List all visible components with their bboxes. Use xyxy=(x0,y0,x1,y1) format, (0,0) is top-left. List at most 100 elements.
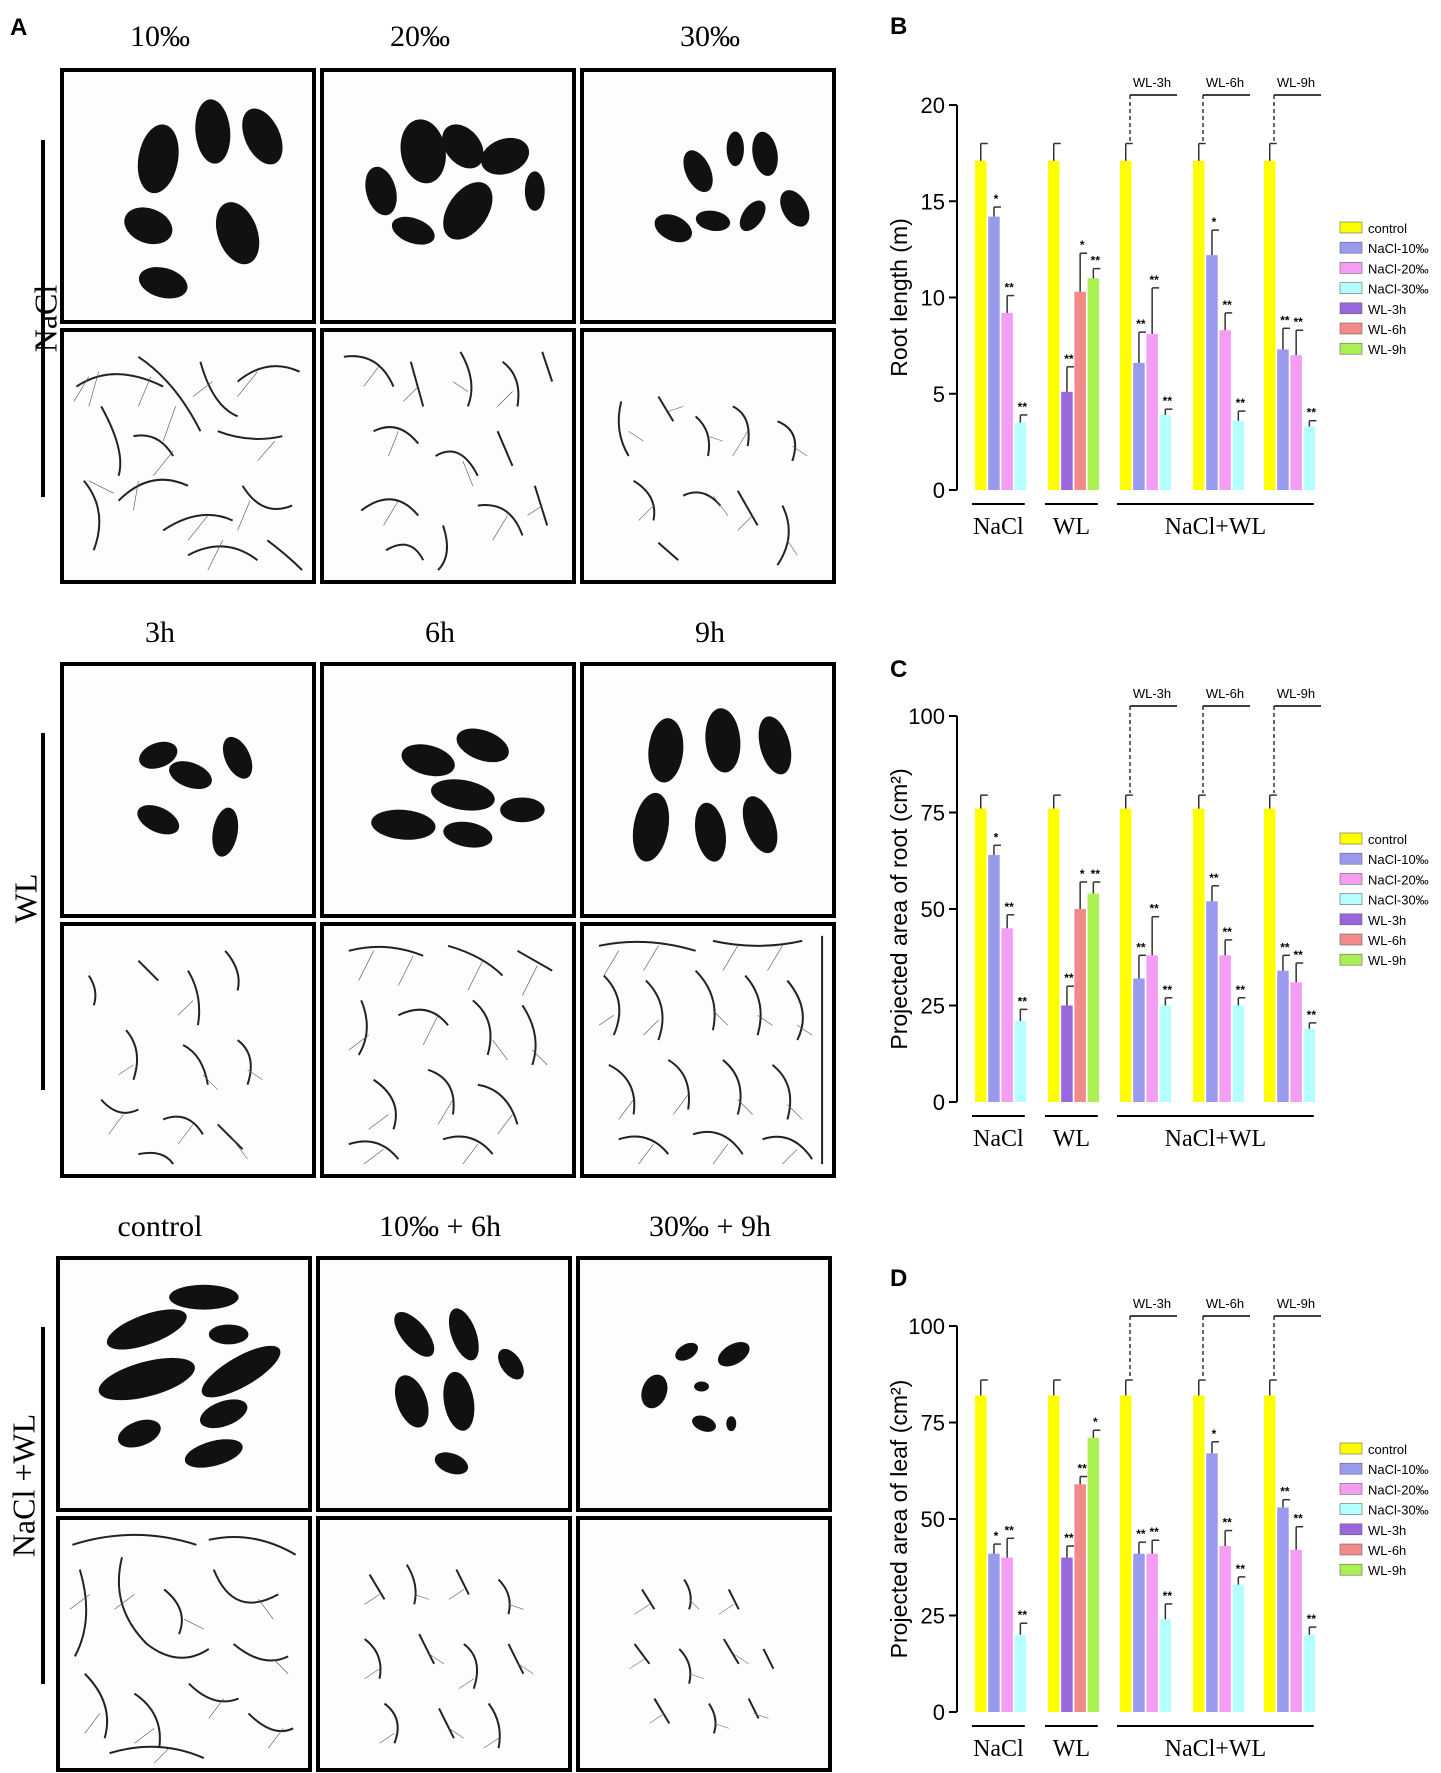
legend-entry: NaCl-20‰ xyxy=(1368,872,1429,887)
bar xyxy=(1206,1453,1218,1712)
column-title: 6h xyxy=(425,616,455,649)
legend-swatch xyxy=(1339,1563,1363,1576)
significance-label: ** xyxy=(1209,871,1219,885)
column-title: 30‰ + 9h xyxy=(649,1210,771,1243)
significance-label: * xyxy=(1080,867,1085,881)
root-scan xyxy=(598,935,824,1165)
y-tick-label: 50 xyxy=(921,897,945,922)
significance-label: ** xyxy=(1091,254,1101,268)
y-tick-label: 75 xyxy=(921,801,945,826)
legend-swatch xyxy=(1339,282,1363,294)
legend-swatch xyxy=(1339,241,1363,254)
bar xyxy=(1087,1437,1100,1712)
significance-label: ** xyxy=(1163,983,1173,997)
bar xyxy=(1146,1553,1158,1712)
root-photo xyxy=(580,328,836,584)
bar xyxy=(975,160,987,490)
bar xyxy=(1120,160,1132,490)
significance-label: ** xyxy=(1307,1008,1317,1022)
significance-label: * xyxy=(1093,1415,1098,1429)
significance-label: * xyxy=(1212,1427,1217,1441)
legend-swatch xyxy=(1339,832,1363,845)
leaf-scan xyxy=(654,131,810,243)
legend-swatch xyxy=(1339,1543,1363,1556)
y-tick-label: 5 xyxy=(933,382,945,407)
significance-label: ** xyxy=(1018,1608,1028,1622)
bar xyxy=(1206,901,1218,1102)
significance-label: ** xyxy=(1307,1612,1317,1626)
leaf-scan xyxy=(137,736,253,857)
legend-swatch xyxy=(1339,852,1363,865)
bar xyxy=(1159,414,1172,490)
y-tick-label: 0 xyxy=(933,1090,945,1115)
bar xyxy=(1001,312,1013,490)
legend-entry: NaCl-30‰ xyxy=(1368,1503,1429,1518)
y-tick-label: 25 xyxy=(921,1604,945,1629)
bar xyxy=(1232,1005,1245,1102)
leaf-photo xyxy=(316,1256,572,1512)
legend-swatch xyxy=(1339,933,1363,946)
bar xyxy=(1087,278,1100,490)
y-tick-label: 15 xyxy=(921,189,945,214)
significance-label: ** xyxy=(1236,396,1246,410)
bar xyxy=(1159,1619,1172,1712)
bar xyxy=(1133,362,1145,490)
significance-label: ** xyxy=(1280,313,1290,327)
root-photo xyxy=(320,922,576,1178)
group-label: NaCl+WL xyxy=(1165,1736,1267,1762)
legend-swatch xyxy=(1339,913,1363,926)
legend-entry: WL-3h xyxy=(1368,913,1406,928)
bar xyxy=(1303,1028,1316,1102)
legend-entry: WL-3h xyxy=(1368,302,1406,317)
significance-label: ** xyxy=(1293,1512,1303,1526)
legend-swatch xyxy=(1339,342,1363,355)
significance-label: ** xyxy=(1149,902,1159,916)
bar xyxy=(1277,970,1289,1102)
root-scan xyxy=(87,950,263,1165)
leaf-photo xyxy=(320,662,576,918)
bar xyxy=(1290,982,1302,1102)
row-bracket xyxy=(41,1327,45,1684)
significance-label: * xyxy=(994,192,999,206)
root-scan xyxy=(69,1533,297,1764)
significance-label: ** xyxy=(1064,352,1074,366)
significance-label: ** xyxy=(1163,394,1173,408)
leaf-scan xyxy=(371,728,545,848)
significance-label: ** xyxy=(1018,400,1028,414)
legend-swatch xyxy=(1339,1442,1363,1455)
legend-entry: WL-9h xyxy=(1368,953,1406,968)
y-tick-label: 50 xyxy=(921,1507,945,1532)
significance-label: ** xyxy=(1307,406,1317,420)
y-tick-label: 75 xyxy=(921,1411,945,1436)
bar xyxy=(1074,909,1086,1102)
subgroup-label: WL-6h xyxy=(1206,75,1244,90)
significance-label: ** xyxy=(1222,925,1232,939)
root-photo xyxy=(60,328,316,584)
bar xyxy=(1048,160,1060,490)
leaf-photo xyxy=(580,662,836,918)
subgroup-label: WL-9h xyxy=(1277,1296,1315,1311)
y-tick-label: 20 xyxy=(921,93,945,118)
root-photo xyxy=(56,1516,312,1772)
leaf-scan xyxy=(641,1342,750,1432)
group-label: NaCl+WL xyxy=(1165,1126,1267,1152)
significance-label: ** xyxy=(1236,983,1246,997)
significance-label: ** xyxy=(1149,273,1159,287)
legend-swatch xyxy=(1339,1462,1363,1475)
subgroup-label: WL-9h xyxy=(1277,75,1315,90)
legend-entry: NaCl-30‰ xyxy=(1368,282,1429,297)
panel-letter: B xyxy=(890,13,907,40)
bar xyxy=(1014,422,1027,490)
bar xyxy=(1146,334,1158,490)
significance-label: ** xyxy=(1149,1525,1159,1539)
root-photo xyxy=(580,922,836,1178)
bar xyxy=(1061,1005,1073,1102)
group-label: NaCl xyxy=(973,514,1024,540)
legend-swatch xyxy=(1339,221,1363,234)
significance-label: ** xyxy=(1004,900,1014,914)
bar xyxy=(1048,1395,1060,1712)
leaf-photo xyxy=(320,68,576,324)
significance-label: ** xyxy=(1222,1516,1232,1530)
bar xyxy=(1014,1634,1027,1712)
